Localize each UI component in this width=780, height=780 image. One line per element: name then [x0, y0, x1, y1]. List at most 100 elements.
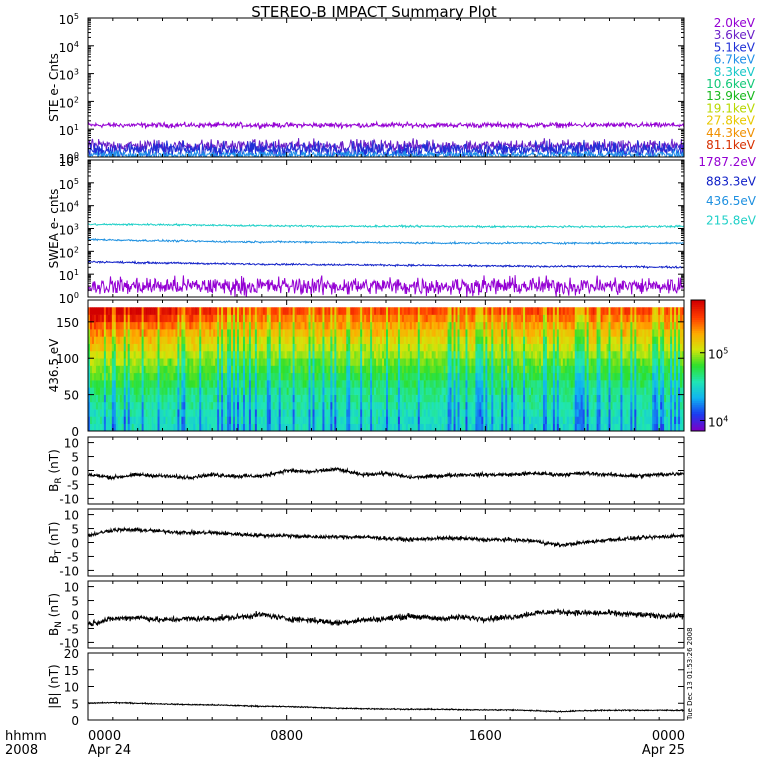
heatmap-cell	[127, 329, 131, 337]
heatmap-cell	[531, 329, 534, 337]
heatmap-cell	[264, 358, 268, 366]
heatmap-cell	[445, 321, 448, 330]
heatmap-cell	[376, 394, 379, 403]
heatmap-cell	[282, 350, 285, 359]
heatmap-cell	[511, 387, 514, 395]
heatmap-cell	[586, 365, 589, 374]
heatmap-cell	[215, 321, 218, 330]
heatmap-cell	[435, 365, 438, 374]
heatmap-cell	[401, 321, 405, 330]
heatmap-cell	[282, 336, 285, 344]
heatmap-cell	[185, 416, 188, 425]
heatmap-cell	[453, 416, 456, 425]
heatmap-cell	[227, 329, 230, 337]
heatmap-cell	[497, 365, 500, 374]
heatmap-cell	[165, 314, 168, 323]
heatmap-cell	[610, 423, 613, 431]
heatmap-cell	[413, 307, 417, 315]
heatmap-cell	[312, 401, 315, 410]
heatmap-cell	[616, 350, 619, 359]
heatmap-cell	[246, 350, 250, 359]
heatmap-cell	[509, 409, 512, 417]
heatmap-cell	[554, 314, 558, 323]
heatmap-cell	[362, 329, 365, 337]
heatmap-cell	[487, 307, 490, 315]
heatmap-cell	[181, 372, 184, 381]
heatmap-cell	[338, 387, 341, 395]
heatmap-cell	[415, 343, 419, 352]
heatmap-cell	[338, 372, 341, 381]
heatmap-cell	[624, 380, 627, 388]
heatmap-cell	[387, 321, 391, 330]
heatmap-cell	[248, 365, 252, 374]
heatmap-cell	[276, 365, 280, 374]
heatmap-cell	[183, 394, 186, 403]
heatmap-cell	[558, 358, 562, 366]
heatmap-cell	[368, 387, 371, 395]
heatmap-cell	[467, 380, 470, 388]
heatmap-cell	[405, 416, 409, 425]
heatmap-cell	[153, 321, 156, 330]
heatmap-cell	[572, 314, 576, 323]
heatmap-cell	[372, 321, 375, 330]
heatmap-cell	[139, 409, 142, 417]
heatmap-cell	[123, 343, 127, 352]
heatmap-cell	[584, 394, 587, 403]
heatmap-cell	[453, 321, 456, 330]
heatmap-cell	[395, 358, 399, 366]
heatmap-cell	[531, 365, 534, 374]
heatmap-cell	[290, 314, 293, 323]
heatmap-cell	[471, 423, 474, 431]
heatmap-cell	[225, 329, 228, 337]
heatmap-cell	[578, 387, 581, 395]
heatmap-cell	[153, 329, 156, 337]
heatmap-cell	[505, 387, 508, 395]
heatmap-cell	[497, 358, 500, 366]
heatmap-cell	[159, 365, 162, 374]
heatmap-cell	[403, 409, 407, 417]
heatmap-cell	[429, 358, 432, 366]
heatmap-cell	[356, 321, 359, 330]
heatmap-cell	[274, 314, 278, 323]
heatmap-cell	[465, 329, 468, 337]
heatmap-cell	[624, 329, 627, 337]
heatmap-cell	[391, 372, 395, 381]
heatmap-cell	[395, 365, 399, 374]
heatmap-cell	[286, 380, 289, 388]
heatmap-cell	[330, 380, 333, 388]
heatmap-cell	[169, 343, 172, 352]
heatmap-cell	[173, 409, 176, 417]
heatmap-cell	[324, 321, 327, 330]
heatmap-cell	[292, 394, 295, 403]
heatmap-cell	[197, 307, 200, 315]
heatmap-cell	[540, 314, 544, 323]
heatmap-cell	[471, 365, 474, 374]
heatmap-cell	[127, 365, 131, 374]
heatmap-cell	[260, 372, 264, 381]
heatmap-cell	[203, 343, 206, 352]
heatmap-cell	[374, 321, 377, 330]
heatmap-cell	[264, 365, 268, 374]
heatmap-cell	[550, 416, 554, 425]
heatmap-cell	[334, 409, 337, 417]
heatmap-cell	[382, 307, 385, 315]
heatmap-cell	[217, 365, 220, 374]
heatmap-cell	[536, 372, 540, 381]
heatmap-cell	[598, 343, 601, 352]
heatmap-cell	[552, 409, 556, 417]
heatmap-cell	[159, 401, 162, 410]
heatmap-cell	[115, 307, 119, 315]
heatmap-cell	[340, 401, 343, 410]
heatmap-cell	[93, 314, 97, 323]
heatmap-cell	[395, 409, 399, 417]
heatmap-cell	[457, 416, 460, 425]
heatmap-cell	[181, 350, 184, 359]
heatmap-cell	[409, 409, 413, 417]
heatmap-cell	[103, 423, 107, 431]
heatmap-cell	[280, 321, 283, 330]
heatmap-cell	[525, 387, 528, 395]
heatmap-cell	[592, 416, 595, 425]
heatmap-cell	[533, 307, 536, 315]
heatmap-cell	[155, 380, 158, 388]
heatmap-cell	[350, 401, 353, 410]
